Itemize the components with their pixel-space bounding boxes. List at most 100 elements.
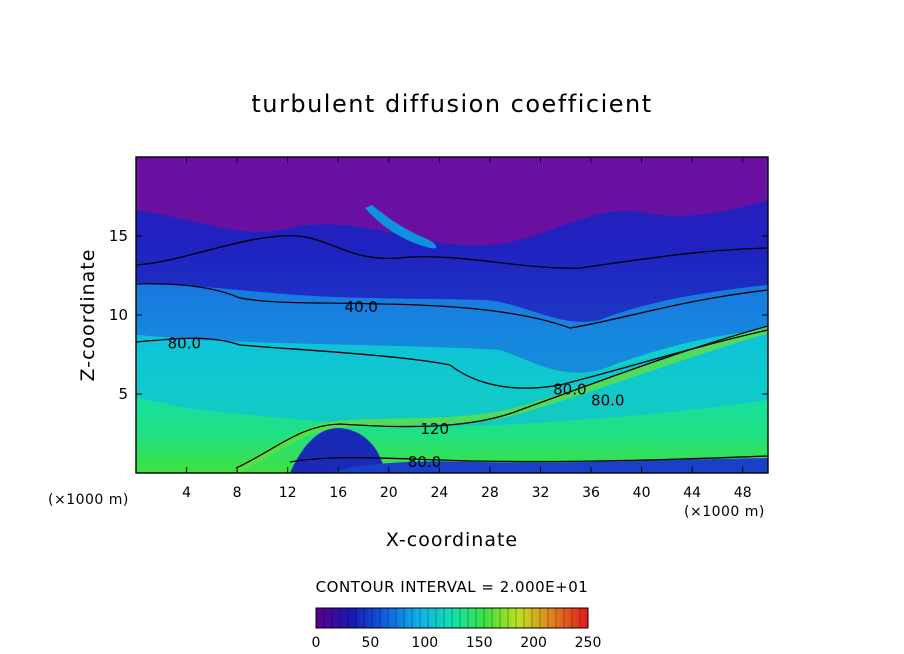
colorbar-cell <box>316 608 321 628</box>
y-tick-label: 10 <box>109 306 128 324</box>
plot-field <box>136 157 768 473</box>
x-tick-label: 44 <box>683 485 701 501</box>
colorbar-cell <box>556 608 561 628</box>
colorbar-cell <box>428 608 433 628</box>
contour-label: 120 <box>420 420 449 438</box>
contour-80-lower-line <box>289 455 768 463</box>
contour-label: 80.0 <box>553 380 586 398</box>
colorbar-cell <box>336 608 341 628</box>
colorbar-cell <box>332 608 337 628</box>
colorbar-cell <box>484 608 489 628</box>
x-unit-right: (×1000 m) <box>684 504 765 520</box>
colorbar-cell <box>424 608 429 628</box>
colorbar-cell <box>464 608 469 628</box>
colorbar-cell <box>452 608 457 628</box>
colorbar-frame <box>315 607 589 629</box>
colorbar-cell <box>532 608 537 628</box>
x-tick-label: 8 <box>233 485 242 501</box>
colorbar-cell <box>400 608 405 628</box>
colorbar-cell <box>564 608 569 628</box>
x-tick-label: 4 <box>182 485 191 501</box>
colorbar-cell <box>480 608 485 628</box>
y-tick-label: 15 <box>109 227 128 245</box>
colorbar-cell <box>396 608 401 628</box>
contour-interval-text: CONTOUR INTERVAL = 2.000E+01 <box>316 578 589 596</box>
contour-label: 40.0 <box>345 298 378 316</box>
colorbar-cell <box>352 608 357 628</box>
contour-120-line <box>235 325 768 469</box>
colorbar-cell <box>432 608 437 628</box>
contour-lines <box>136 235 768 469</box>
colorbar-ticks: 0 50 100 150 200 250 <box>312 635 602 651</box>
x-unit-left: (×1000 m) <box>48 492 129 508</box>
colorbar-cell <box>544 608 549 628</box>
x-axis-label: X-coordinate <box>386 529 518 551</box>
colorbar-cell <box>348 608 353 628</box>
colorbar-cell <box>524 608 529 628</box>
y-tick-label: 5 <box>118 385 128 403</box>
colorbar-cell <box>376 608 381 628</box>
colorbar-cell <box>576 608 581 628</box>
colorbar-cell <box>412 608 417 628</box>
contour-top-line <box>136 235 768 269</box>
x-tick-label: 20 <box>380 485 398 501</box>
colorbar-tick-label: 0 <box>312 635 321 651</box>
field-filament <box>365 205 437 249</box>
contour-40-line <box>136 283 768 329</box>
x-tick-label: 48 <box>734 485 752 501</box>
colorbar-cell <box>528 608 533 628</box>
field-region-cyan <box>136 330 768 427</box>
x-tick-label: 12 <box>279 485 297 501</box>
colorbar-cell <box>580 608 585 628</box>
colorbar-cell <box>540 608 545 628</box>
x-tick-label: 16 <box>329 485 347 501</box>
colorbar-cell <box>584 608 589 628</box>
colorbar-cell <box>344 608 349 628</box>
colorbar-cell <box>324 608 329 628</box>
colorbar-cell <box>364 608 369 628</box>
colorbar-cell <box>472 608 477 628</box>
contour-label: 80.0 <box>591 391 624 409</box>
colorbar-cell <box>448 608 453 628</box>
x-tick-label: 40 <box>633 485 651 501</box>
colorbar-cell <box>536 608 541 628</box>
x-tick-label: 24 <box>430 485 448 501</box>
colorbar-cell <box>512 608 517 628</box>
y-axis: 5 10 15 <box>109 227 768 403</box>
x-tick-label: 32 <box>532 485 550 501</box>
colorbar-cell <box>468 608 473 628</box>
colorbar-cell <box>372 608 377 628</box>
colorbar-cell <box>356 608 361 628</box>
colorbar-tick-label: 250 <box>575 635 602 651</box>
colorbar-tick-label: 50 <box>361 635 379 651</box>
colorbar-tick-label: 150 <box>466 635 493 651</box>
x-tick-label: 28 <box>481 485 499 501</box>
colorbar-cell <box>460 608 465 628</box>
colorbar-cell <box>328 608 333 628</box>
colorbar-cell <box>408 608 413 628</box>
colorbar-cell <box>416 608 421 628</box>
contour-label: 80.0 <box>408 453 441 471</box>
colorbar-tick-label: 100 <box>411 635 438 651</box>
colorbar <box>315 608 589 628</box>
colorbar-cell <box>388 608 393 628</box>
colorbar-cell <box>384 608 389 628</box>
field-region-dark-blue <box>136 200 768 323</box>
y-axis-label: Z-coordinate <box>77 249 99 382</box>
x-axis: 4 8 12 16 20 24 28 32 36 40 44 48 <box>182 157 752 501</box>
colorbar-cell <box>572 608 577 628</box>
colorbar-cell <box>568 608 573 628</box>
colorbar-cell <box>508 608 513 628</box>
x-tick-label: 36 <box>582 485 600 501</box>
colorbar-cell <box>392 608 397 628</box>
contour-labels: 40.0 80.0 80.0 80.0 120 80.0 <box>168 298 625 471</box>
colorbar-cell <box>440 608 445 628</box>
colorbar-cell <box>560 608 565 628</box>
field-region-blue <box>136 283 768 373</box>
colorbar-cell <box>444 608 449 628</box>
colorbar-cell <box>520 608 525 628</box>
chart-title: turbulent diffusion coefficient <box>251 90 652 118</box>
colorbar-cell <box>500 608 505 628</box>
colorbar-cell <box>516 608 521 628</box>
contour-80-upper-line <box>136 329 768 389</box>
